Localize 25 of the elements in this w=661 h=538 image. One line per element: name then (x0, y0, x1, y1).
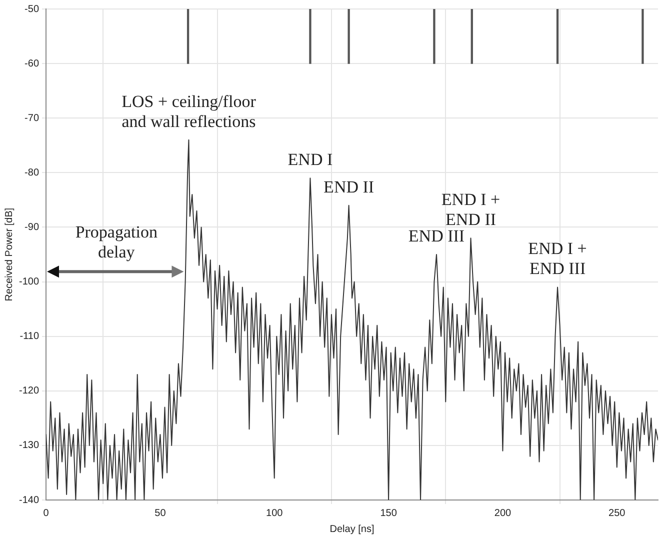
y-tick-label: -120 (19, 386, 40, 397)
annotation: Propagation delay (75, 222, 158, 262)
x-tick-label: 200 (494, 508, 512, 519)
x-tick-label: 0 (43, 508, 50, 519)
y-tick-label: -60 (24, 58, 40, 70)
annotation: LOS + ceiling/floor and wall reflections (122, 92, 256, 131)
x-tick-label: 150 (380, 508, 398, 519)
y-axis-title: Received Power [dB] (4, 208, 15, 302)
y-tick-label: -50 (24, 4, 40, 15)
y-tick-label: -70 (24, 112, 40, 124)
annotation: END I (288, 150, 333, 170)
annotation: END II (324, 177, 374, 196)
annotation: END I + END II (441, 190, 500, 230)
y-tick-label: -140 (19, 494, 40, 506)
y-tick-label: -100 (19, 276, 40, 288)
x-tick-label: 50 (154, 508, 166, 519)
y-tick-label: -80 (24, 167, 40, 178)
y-tick-label: -110 (20, 331, 40, 342)
annotation: END I + END III (528, 239, 587, 278)
x-tick-label: 250 (608, 508, 626, 519)
annotation: END III (408, 226, 465, 246)
y-tick-label: -90 (24, 222, 40, 233)
y-tick-label: -130 (19, 440, 40, 452)
x-tick-label: 100 (266, 508, 284, 519)
x-axis-title: Delay [ns] (330, 524, 374, 535)
